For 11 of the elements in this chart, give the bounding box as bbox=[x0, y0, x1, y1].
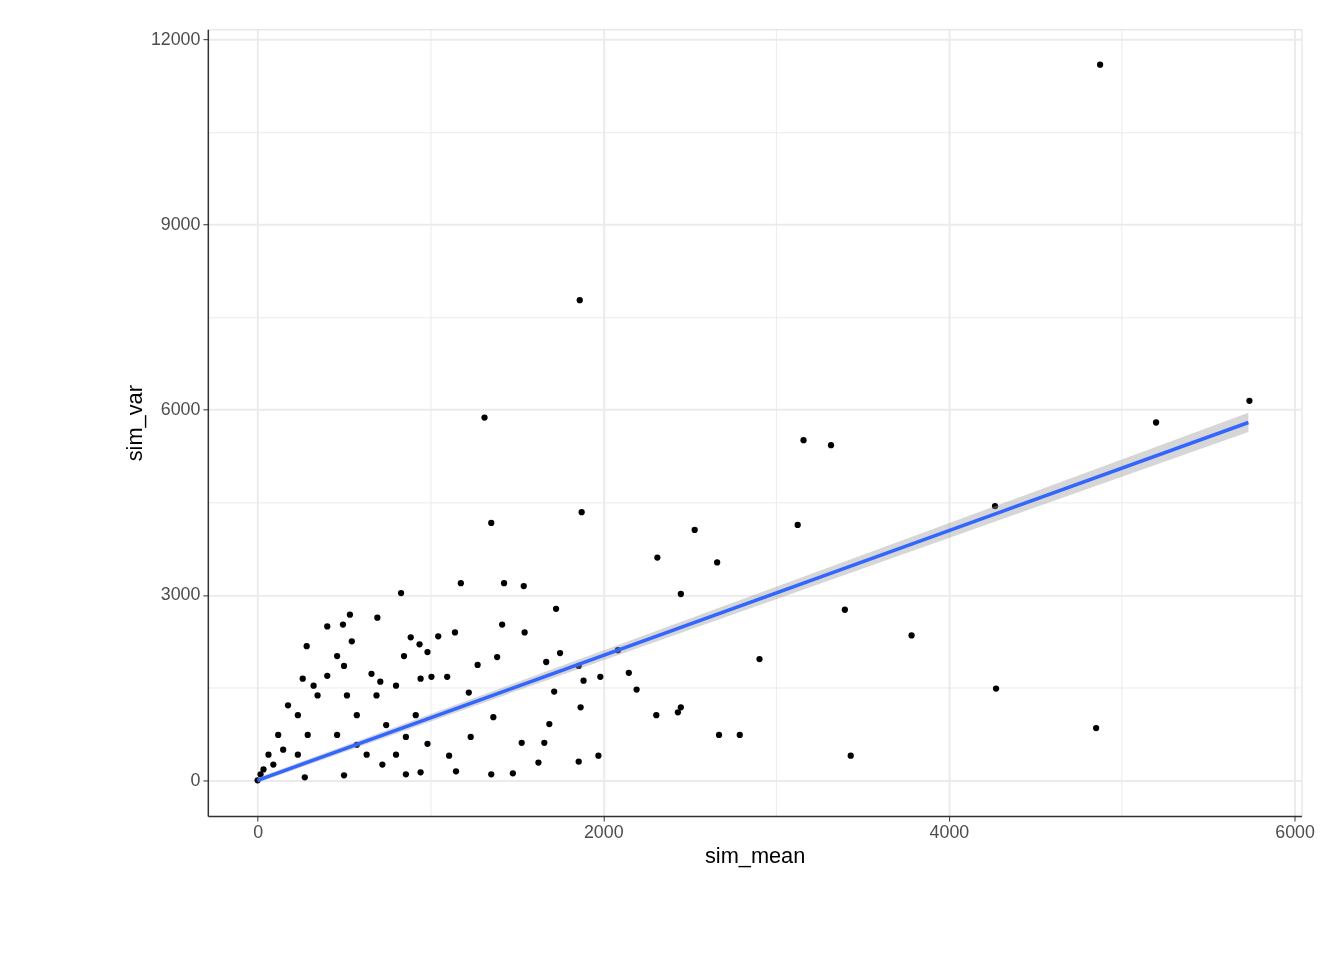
y-tick-label: 0 bbox=[190, 769, 201, 790]
y-tick-label: 3000 bbox=[160, 584, 201, 605]
x-axis-title: sim_mean bbox=[704, 843, 806, 869]
x-tick-label: 4000 bbox=[929, 822, 970, 843]
y-tick-label: 9000 bbox=[160, 213, 201, 234]
y-axis-title: sim_var bbox=[121, 385, 147, 462]
y-tick-label: 12000 bbox=[150, 28, 201, 49]
y-tick-label: 6000 bbox=[160, 399, 201, 420]
x-tick-label: 0 bbox=[253, 822, 264, 843]
x-tick-label: 6000 bbox=[1275, 822, 1315, 843]
x-tick-label: 2000 bbox=[583, 822, 624, 843]
